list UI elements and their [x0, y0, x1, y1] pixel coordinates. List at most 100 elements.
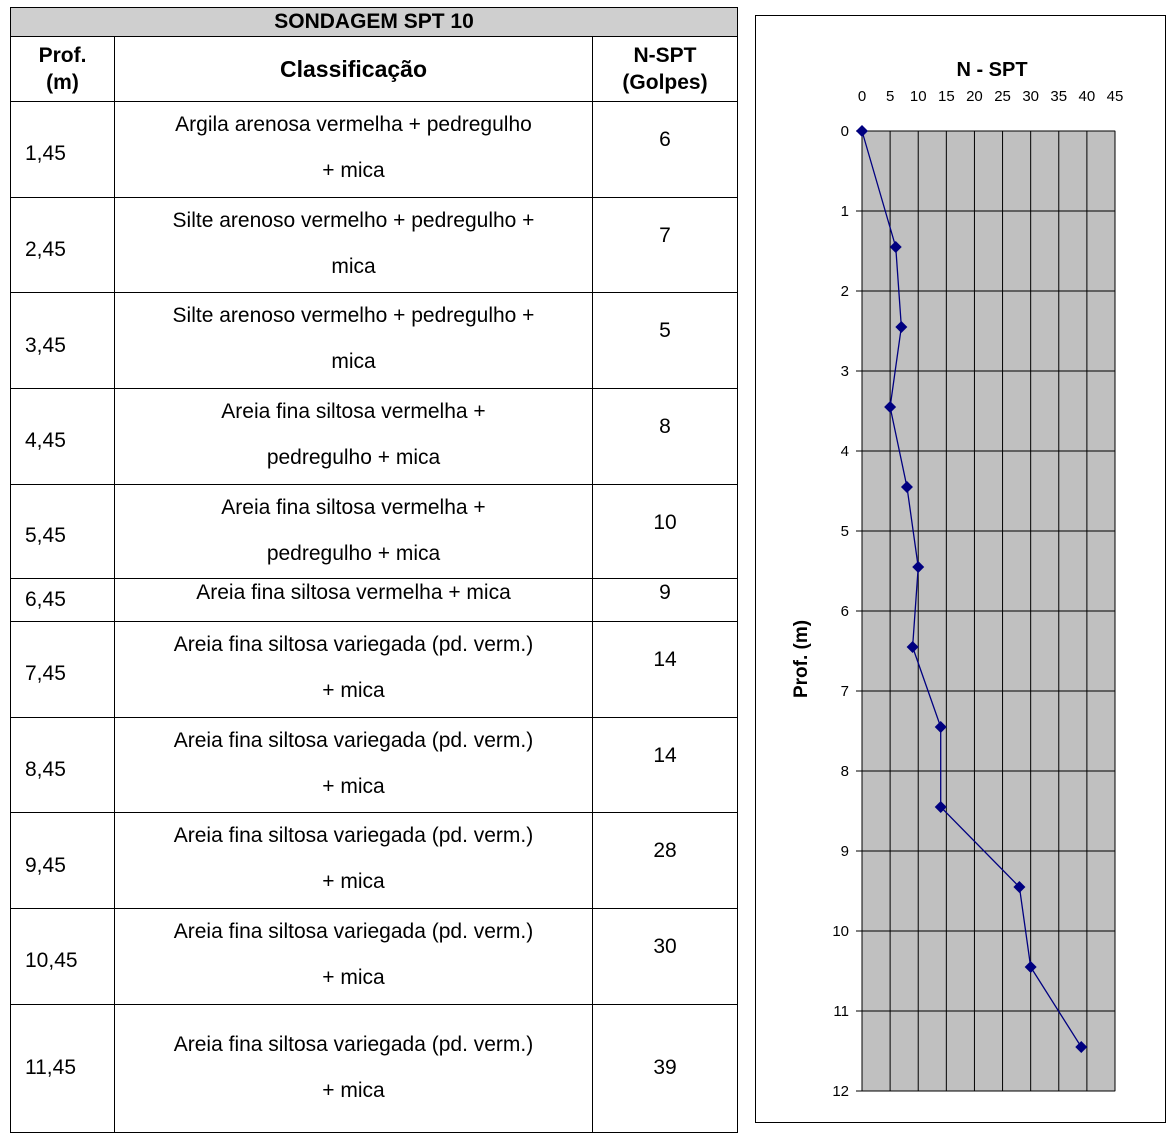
classificacao-line: Argila arenosa vermelha + pedregulho [175, 113, 532, 136]
cell-prof: 1,45 [10, 101, 115, 198]
data-point [884, 401, 897, 413]
classificacao-line: Areia fina siltosa variegada (pd. verm.) [173, 633, 534, 656]
cell-classificacao: Areia fina siltosa vermelha + mica [114, 578, 593, 622]
data-point [1013, 881, 1026, 893]
cell-prof: 5,45 [10, 483, 115, 580]
cell-prof: 7,45 [10, 621, 115, 718]
data-point [889, 241, 902, 253]
classificacao-line: pedregulho + mica [266, 541, 441, 565]
classificacao-line: + mica [322, 159, 385, 182]
cell-prof: 11,45 [10, 1003, 115, 1133]
x-tick-label: 35 [1050, 88, 1067, 105]
x-tick-label: 30 [1022, 88, 1039, 105]
x-tick-label: 25 [994, 88, 1011, 105]
classificacao-line: Areia fina siltosa vermelha + [221, 495, 486, 519]
cell-nspt: 6 [591, 101, 739, 198]
classificacao-line: Areia fina siltosa variegada (pd. verm.) [173, 728, 534, 752]
table-row: 6,45 Areia fina siltosa vermelha + mica 9 [10, 578, 739, 622]
table-row: 9,45 Areia fina siltosa variegada (pd. ve… [10, 812, 739, 909]
y-tick-label: 9 [841, 843, 849, 860]
chart-title: N - SPT [956, 59, 1027, 81]
classificacao-line: Areia fina siltosa vermelha + [221, 399, 486, 423]
cell-prof: 9,45 [10, 812, 115, 909]
chart-frame: N - SPT Prof. (m) 0 5 10 15 20 25 30 35 40 45 0 1 2 3… [755, 15, 1166, 1123]
cell-nspt: 10 [591, 483, 739, 580]
y-tick-label: 8 [841, 763, 849, 780]
cell-nspt: 14 [591, 621, 739, 718]
nspt-chart: N - SPT Prof. (m) 0 5 10 15 20 25 30 35 40 450123… [791, 59, 1124, 1100]
y-tick-label: 0 [841, 123, 849, 140]
cell-nspt: 28 [591, 812, 739, 909]
cell-classificacao: Silte arenoso vermelho + pedregulho + mic… [114, 292, 593, 389]
table-body: 1,45 Argila arenosa vermelha + pedregulho… [10, 101, 739, 1133]
header-classificacao: Classificação [114, 36, 593, 102]
x-tick-label: 20 [966, 88, 983, 105]
classificacao-line: + mica [322, 774, 385, 798]
classificacao-line: + mica [322, 679, 385, 702]
y-tick-label: 12 [832, 1083, 849, 1100]
data-point [934, 721, 947, 733]
classificacao-line: + mica [322, 1079, 385, 1103]
cell-prof: 6,45 [10, 578, 115, 622]
cell-nspt: 39 [591, 1003, 739, 1133]
cell-prof: 8,45 [10, 716, 115, 814]
header-nspt-line2: (Golpes) [622, 71, 708, 94]
cell-nspt: 8 [591, 387, 739, 485]
cell-classificacao: Areia fina siltosa variegada (pd. verm.)… [114, 621, 593, 718]
classificacao-line: mica [331, 350, 376, 374]
y-tick-label: 11 [833, 1003, 849, 1020]
classificacao-line: + mica [322, 965, 385, 989]
table-row: 1,45 Argila arenosa vermelha + pedregulho… [10, 101, 739, 198]
table-row: 10,45 Areia fina siltosa variegada (pd. v… [10, 907, 739, 1005]
cell-classificacao: Areia fina siltosa vermelha + pedregulho … [114, 387, 593, 485]
cell-classificacao: Areia fina siltosa vermelha + pedregulho … [114, 483, 593, 580]
data-point [912, 561, 925, 573]
x-tick-label: 40 [1079, 88, 1096, 105]
table-row: 11,45 Areia fina siltosa variegada (pd. v… [10, 1003, 739, 1133]
y-tick-label: 1 [841, 203, 849, 220]
x-tick-label: 10 [910, 88, 927, 105]
header-nspt: N-SPT (Golpes) [591, 36, 739, 102]
header-nspt-line1: N-SPT [633, 44, 697, 67]
y-tick-label: 10 [832, 923, 849, 940]
cell-classificacao: Areia fina siltosa variegada (pd. verm.)… [114, 716, 593, 814]
cell-classificacao: Areia fina siltosa variegada (pd. verm.)… [114, 812, 593, 909]
y-tick-label: 3 [841, 363, 849, 380]
classificacao-line: Areia fina siltosa variegada (pd. verm.) [173, 824, 534, 848]
header-prof-line1: Prof. [38, 44, 87, 67]
cell-classificacao: Areia fina siltosa variegada (pd. verm.)… [114, 1003, 593, 1133]
y-tick-label: 2 [841, 283, 849, 300]
classificacao-line: mica [331, 254, 376, 278]
cell-prof: 4,45 [10, 387, 115, 485]
x-tick-label: 5 [886, 88, 894, 105]
table-title: SONDAGEM SPT 10 [9, 7, 739, 37]
data-point [856, 125, 868, 137]
y-tick-label: 7 [841, 683, 849, 700]
cell-nspt: 7 [591, 196, 739, 294]
data-point [1024, 961, 1037, 973]
cell-prof: 2,45 [10, 196, 115, 294]
table-row: 5,45 Areia fina siltosa vermelha + pedregu… [10, 483, 739, 580]
data-point [934, 801, 947, 813]
classificacao-line: Areia fina siltosa variegada (pd. verm.) [173, 919, 534, 943]
data-point [1075, 1041, 1088, 1053]
classificacao-line: Silte arenoso vermelho + pedregulho + [172, 304, 535, 328]
x-tick-label: 0 [858, 88, 866, 105]
classificacao-line: Silte arenoso vermelho + pedregulho + [172, 208, 535, 232]
cell-classificacao: Areia fina siltosa variegada (pd. verm.)… [114, 907, 593, 1005]
x-tick-label: 45 [1107, 88, 1124, 105]
y-tick-label: 5 [841, 523, 849, 540]
cell-classificacao: Silte arenoso vermelho + pedregulho + mic… [114, 196, 593, 294]
classificacao-line: Areia fina siltosa variegada (pd. verm.) [173, 1033, 534, 1057]
series-line [861, 130, 1082, 1048]
data-point [895, 321, 908, 333]
cell-nspt: 30 [591, 907, 739, 1005]
y-axis-label: Prof. (m) [791, 620, 812, 698]
cell-nspt: 9 [591, 578, 739, 622]
x-tick-label: 15 [938, 88, 955, 105]
data-point [900, 481, 913, 493]
cell-classificacao: Argila arenosa vermelha + pedregulho + mi… [114, 101, 593, 198]
cell-nspt: 5 [591, 292, 739, 389]
spt-table: SONDAGEM SPT 10 Prof. (m) Classificação … [9, 7, 739, 1133]
table-row: 3,45 Silte arenoso vermelho + pedregulho … [10, 292, 739, 389]
